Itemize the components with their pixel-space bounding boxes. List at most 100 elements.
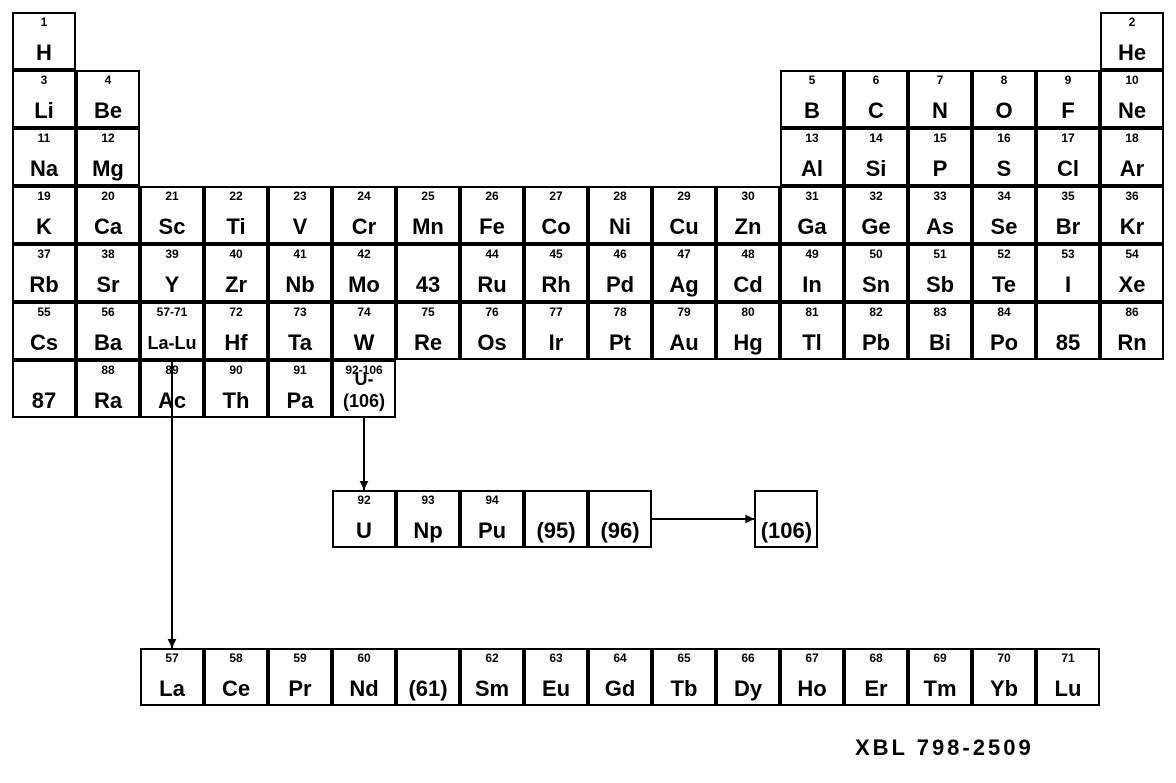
element-cell-mn: 25Mn [396,186,460,244]
atomic-number: 65 [654,652,714,664]
element-cell-te: 52Te [972,244,1036,302]
atomic-number: 17 [1038,132,1098,144]
element-symbol: (96) [590,520,650,542]
atomic-number: 91 [270,364,330,376]
element-cell-tb: 65Tb [652,648,716,706]
atomic-number: 28 [590,190,650,202]
atomic-number: 22 [206,190,266,202]
element-symbol: Po [974,332,1034,354]
element-cell-ra: 88Ra [76,360,140,418]
element-symbol: Nd [334,678,394,700]
element-cell-zn: 30Zn [716,186,780,244]
figure-caption: XBL 798-2509 [855,735,1034,761]
element-symbol: Au [654,332,714,354]
atomic-number: 12 [78,132,138,144]
element-symbol: Pb [846,332,906,354]
element-symbol: N [910,100,970,122]
atomic-number: 19 [14,190,74,202]
atomic-number: 41 [270,248,330,260]
element-cell--61-: (61) [396,648,460,706]
element-symbol: Pr [270,678,330,700]
atomic-number: 82 [846,306,906,318]
element-cell-os: 76Os [460,302,524,360]
atomic-number: 78 [590,306,650,318]
atomic-number: 69 [910,652,970,664]
atomic-number: 20 [78,190,138,202]
element-cell-c: 6C [844,70,908,128]
element-cell-mo: 42Mo [332,244,396,302]
atomic-number: 48 [718,248,778,260]
atomic-number: 49 [782,248,842,260]
element-symbol: In [782,274,842,296]
element-symbol: Ti [206,216,266,238]
element-cell-v: 23V [268,186,332,244]
element-cell-w: 74W [332,302,396,360]
element-symbol: Tl [782,332,842,354]
element-symbol: Kr [1102,216,1162,238]
element-symbol: Xe [1102,274,1162,296]
element-cell-np: 93Np [396,490,460,548]
element-cell-th: 90Th [204,360,268,418]
element-symbol: Na [14,158,74,180]
atomic-number: 86 [1102,306,1162,318]
element-symbol: Ba [78,332,138,354]
element-cell-dy: 66 Dy [716,648,780,706]
element-symbol: Cd [718,274,778,296]
atomic-number: 72 [206,306,266,318]
atomic-number: 25 [398,190,458,202]
atomic-number: 3 [14,74,74,86]
atomic-number: 66 [718,652,778,664]
element-cell-nd: 60Nd [332,648,396,706]
element-cell-cl: 17Cl [1036,128,1100,186]
element-symbol: Pt [590,332,650,354]
atomic-number: 18 [1102,132,1162,144]
element-cell-pb: 82 Pb [844,302,908,360]
atomic-number: 21 [142,190,202,202]
atomic-number: 29 [654,190,714,202]
element-cell-mg: 12Mg [76,128,140,186]
element-cell-pr: 59Pr [268,648,332,706]
element-symbol: Cr [334,216,394,238]
element-symbol: Yb [974,678,1034,700]
atomic-number: 42 [334,248,394,260]
element-symbol: U-(106) [334,368,394,412]
atomic-number: 53 [1038,248,1098,260]
atomic-number: 2 [1102,16,1162,28]
atomic-number: 8 [974,74,1034,86]
element-cell-pd: 46Pd [588,244,652,302]
atomic-number: 76 [462,306,522,318]
element-symbol: Fe [462,216,522,238]
atomic-number: 54 [1102,248,1162,260]
element-symbol: V [270,216,330,238]
atomic-number: 79 [654,306,714,318]
element-symbol: La [142,678,202,700]
atomic-number: 50 [846,248,906,260]
element-symbol: Dy [718,678,778,700]
element-symbol: Sm [462,678,522,700]
atomic-number: 37 [14,248,74,260]
element-cell-sm: 62Sm [460,648,524,706]
atomic-number: 46 [590,248,650,260]
atomic-number: 94 [462,494,522,506]
atomic-number: 63 [526,652,586,664]
element-cell-rb: 37 Rb [12,244,76,302]
atomic-number: 5 [782,74,842,86]
element-symbol: B [782,100,842,122]
element-symbol: Zn [718,216,778,238]
atomic-number: 47 [654,248,714,260]
element-symbol: 43 [398,274,458,296]
atomic-number: 4 [78,74,138,86]
atomic-number: 11 [14,132,74,144]
atomic-number: 55 [14,306,74,318]
element-symbol: Th [206,390,266,412]
element-cell-cs: 55Cs [12,302,76,360]
element-cell-yb: 70 Yb [972,648,1036,706]
element-symbol: Ce [206,678,266,700]
element-symbol: Ni [590,216,650,238]
element-cell-he: 2He [1100,12,1164,70]
element-cell-bi: 83Bi [908,302,972,360]
element-symbol: Be [78,100,138,122]
atomic-number: 70 [974,652,1034,664]
element-symbol: Ar [1102,158,1162,180]
element-symbol: Rb [14,274,74,296]
